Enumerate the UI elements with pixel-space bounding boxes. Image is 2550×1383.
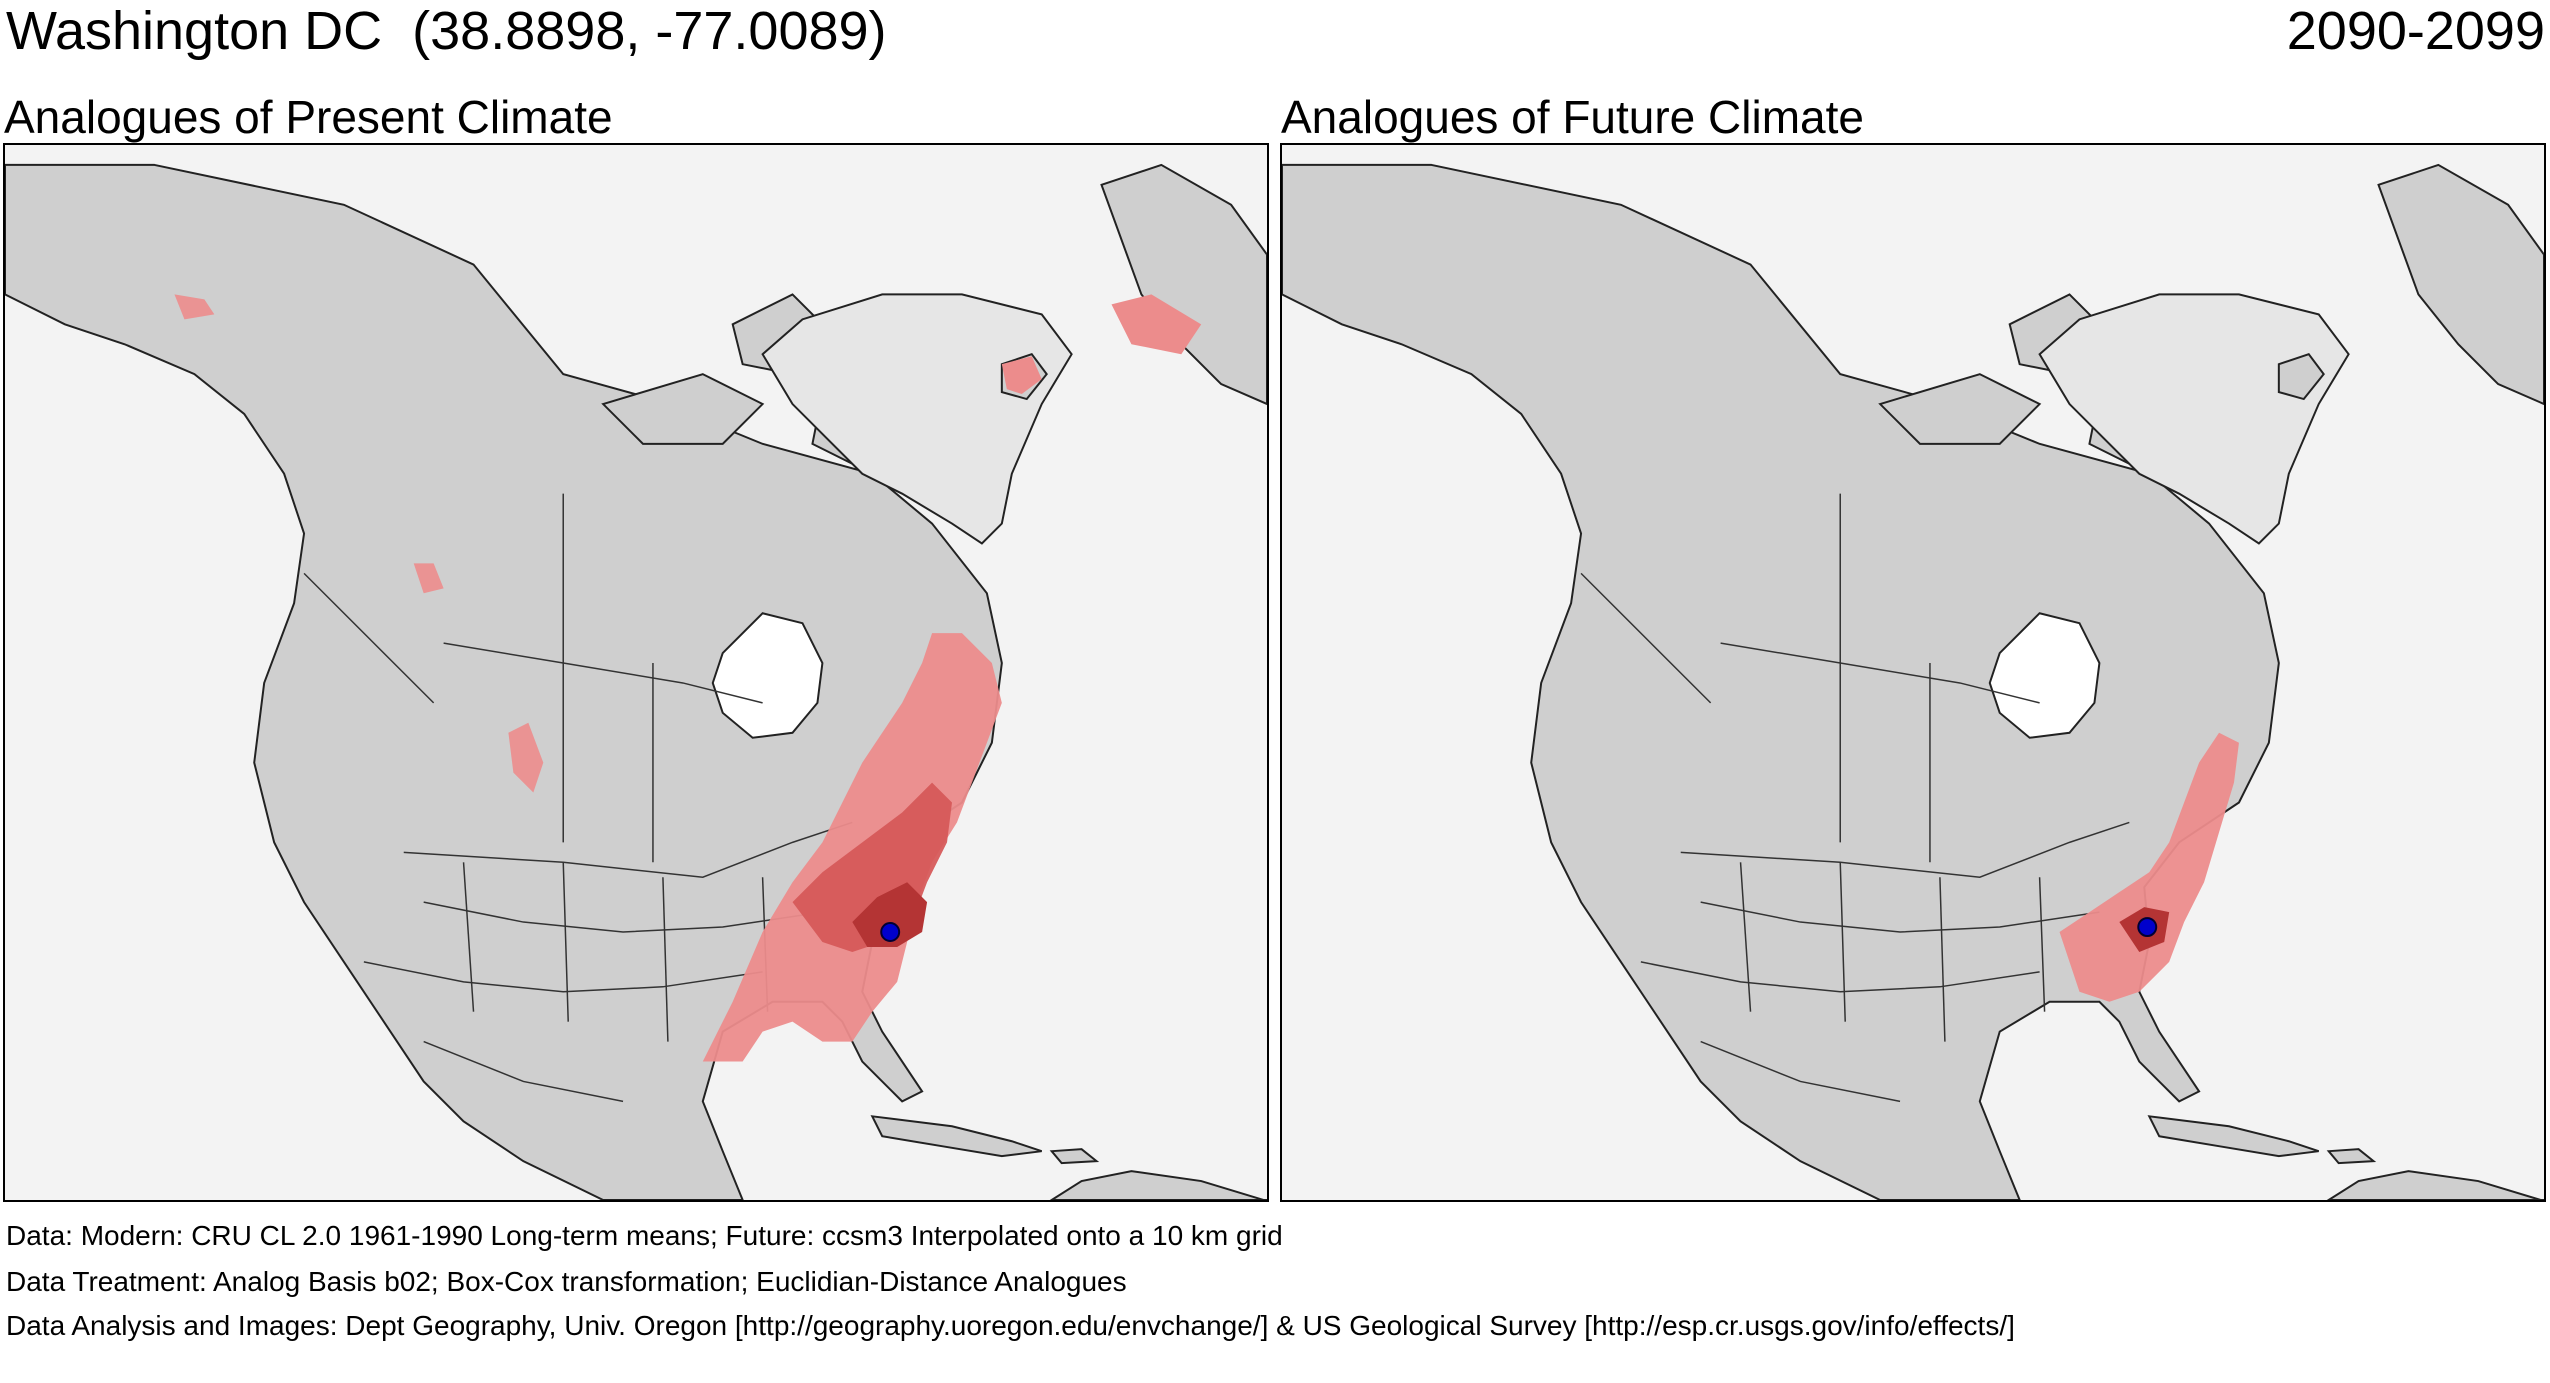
time-period: 2090-2099 [2286, 1, 2545, 61]
present-panel-title: Analogues of Present Climate [4, 91, 613, 143]
place-name: Washington DC [6, 1, 383, 61]
future-map-svg [1282, 163, 2544, 1200]
present-analog-region-greenland [1001, 294, 1202, 395]
site-coordinates: (38.8898, -77.0089) [412, 1, 887, 61]
present-analog-region-dark [852, 882, 928, 947]
present-analog-region-light [702, 633, 1002, 1062]
site-marker [2137, 917, 2158, 937]
site-marker [880, 922, 901, 942]
present-map-svg [5, 163, 1267, 1200]
future-panel-title: Analogues of Future Climate [1281, 91, 1864, 143]
footer-data-treatment: Data Treatment: Analog Basis b02; Box-Co… [6, 1266, 1127, 1297]
future-climate-map [1280, 143, 2546, 1202]
future-analog-region-light [2059, 732, 2239, 1002]
present-climate-map [3, 143, 1269, 1202]
map-title: Washington DC (38.8898, -77.0089) [6, 4, 887, 58]
footer-data-source: Data: Modern: CRU CL 2.0 1961-1990 Long-… [6, 1220, 1283, 1251]
footer-credits: Data Analysis and Images: Dept Geography… [6, 1310, 2015, 1341]
